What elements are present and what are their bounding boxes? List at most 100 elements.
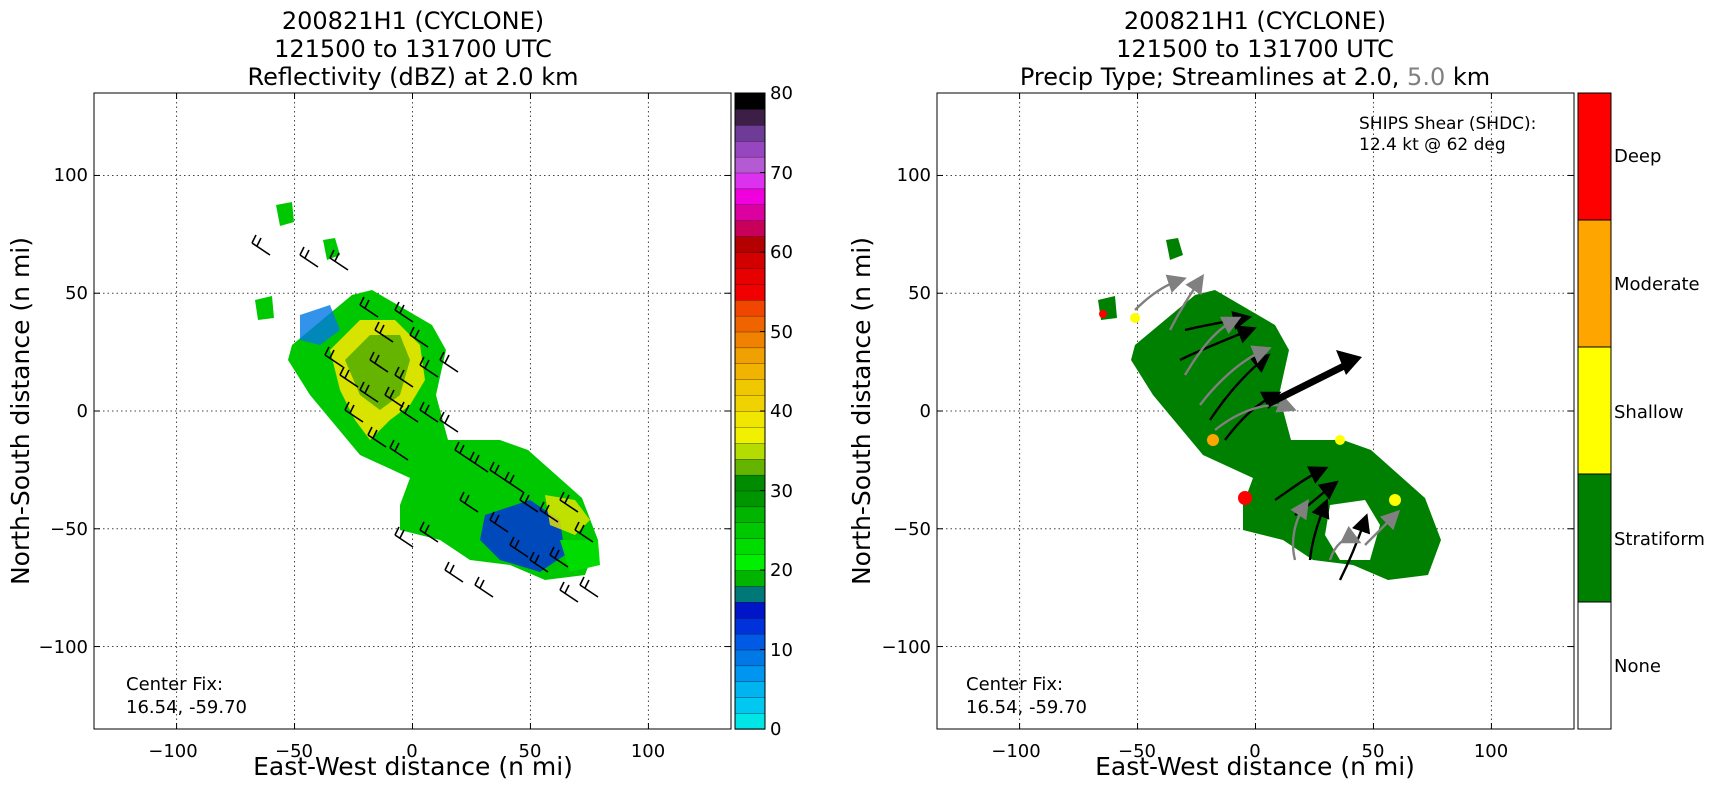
right-title-main: Precip Type; Streamlines at 2.0, [1020,63,1400,91]
wind-barb [549,546,569,568]
streamline-2km [1274,466,1329,501]
wind-barb-staff [459,499,479,513]
wind-barb-feather [459,491,465,501]
precip-colorbar-frame [1577,92,1612,730]
wind-barb-feather [554,549,560,559]
precip-shallow-cell [1130,313,1140,323]
streamline-2km [1338,513,1371,581]
left-center-fix-label: Center Fix: [126,674,223,695]
colorbar-tick-label: 80 [770,83,793,104]
streamlines [1134,274,1401,581]
wind-barb [374,321,394,343]
colorbar-label-moderate: Moderate [1614,274,1700,295]
wind-barb-feather [349,404,355,414]
right-ytick-label: 0 [920,401,931,422]
streamline-5km [1290,499,1309,561]
streamline-5km [1328,526,1362,561]
colorbar-segment [734,681,766,698]
colorbar-segment [734,140,766,158]
right-ticks [937,93,1574,729]
wind-barb [579,576,599,598]
wind-barb-feather [414,329,420,339]
wind-barb-staff [539,509,559,523]
wind-barb-feather [379,324,385,334]
streamline-5km [1168,274,1204,331]
colorbar-segment [734,235,766,253]
colorbar-segment [734,108,766,126]
colorbar-segment [734,474,766,492]
wind-barb-feather [494,464,500,474]
wind-barb-staff [439,419,459,433]
wind-barb-feather [564,584,570,594]
wind-barb-feather [464,494,470,504]
colorbar-label-deep: Deep [1614,146,1661,167]
colorbar-segment [734,204,766,221]
wind-barb-feather [504,471,510,481]
precip-shallow-cell [1335,435,1345,445]
colorbar-tick-label: 60 [770,242,793,263]
colorbar-segment [734,426,766,444]
right-x-axis-label: East-West distance (n mi) [1095,752,1415,781]
left-x-axis-label: East-West distance (n mi) [253,752,573,781]
left-title-line-3: Reflectivity (dBZ) at 2.0 km [248,63,579,91]
wind-barb [394,301,414,323]
wind-barb-staff [324,354,344,368]
wind-barb-staff [519,499,539,513]
wind-barb-feather [364,299,370,309]
colorbar-segment [734,585,766,603]
colorbar-segment [734,347,766,364]
wind-barb-feather [399,401,405,411]
wind-barb-staff [394,309,414,323]
right-center-fix-value: 16.54, -59.70 [966,697,1087,718]
right-title-line-2: 121500 to 131700 UTC [1116,35,1394,63]
wind-barb-feather [299,246,305,256]
right-xtick-label: 0 [1249,741,1260,762]
reflectivity-colorbar-ticks [760,92,765,730]
colorbar-segment [734,538,766,555]
wind-barb-feather [449,564,455,574]
wind-barb [519,491,539,513]
colorbar-segment [734,649,766,667]
right-title-line-1: 200821H1 (CYCLONE) [1124,7,1386,35]
wind-barb-feather [399,529,405,539]
colorbar-segment [734,458,766,476]
wind-barb-feather [404,404,410,414]
shear-text-line-1: SHIPS Shear (SHDC): [1359,114,1536,134]
shear-arrow [1266,359,1352,408]
wind-barb-staff [439,359,459,373]
left-center-fix-value: 16.54, -59.70 [126,697,247,718]
colorbar-segment [734,331,766,349]
wind-barb-feather [439,411,445,421]
wind-barb-feather [539,501,545,511]
wind-barb [419,401,439,423]
wind-barb [369,351,389,373]
left-xtick-label: −50 [275,741,313,762]
left-panel: 200821H1 (CYCLONE) 121500 to 131700 UTC … [6,7,793,781]
right-xtick-label: 50 [1362,741,1385,762]
wind-barb-staff [574,529,594,543]
streamline-5km [1364,509,1401,546]
wind-barb [399,401,419,423]
wind-barb-feather [489,461,495,471]
wind-barb [359,296,379,318]
wind-barb [469,451,489,473]
wind-barb [299,246,319,268]
wind-barb-feather [399,369,405,379]
left-title-line-2: 121500 to 131700 UTC [274,35,552,63]
wind-barb-feather [514,539,520,549]
wind-barb-feather [454,441,460,451]
wind-barb-staff [559,499,579,513]
wind-barb-staff [394,374,414,388]
colorbar-moderate [1578,220,1611,347]
wind-barb [394,366,414,388]
left-ytick-label: 50 [65,283,88,304]
wind-barb-feather [444,414,450,424]
wind-barb-staff [474,584,494,598]
streamline-5km [1183,316,1242,376]
shear-text-line-2: 12.4 kt @ 62 deg [1359,135,1506,155]
right-xtick-label: 100 [1474,741,1508,762]
wind-barb-feather [519,491,525,501]
wind-barbs [251,234,599,603]
wind-barb-feather [329,349,335,359]
wind-barb-feather [479,579,485,589]
